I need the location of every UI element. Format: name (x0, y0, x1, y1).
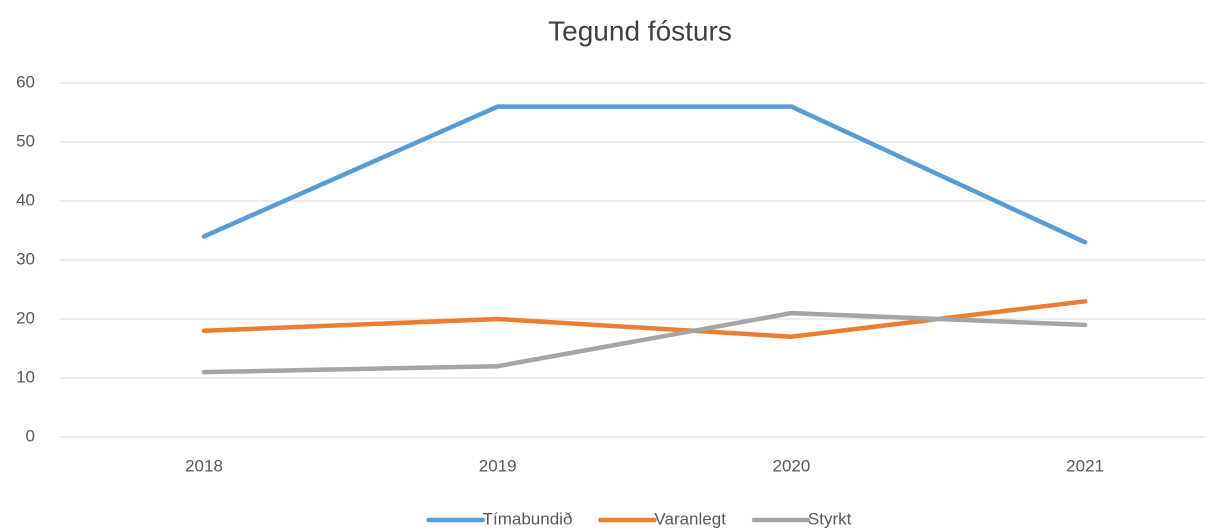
x-tick-label: 2021 (1066, 456, 1104, 475)
y-tick-label: 20 (16, 308, 35, 327)
y-tick-label: 60 (16, 72, 35, 91)
series-line (201, 104, 1088, 245)
y-tick-label: 50 (16, 131, 35, 150)
legend-label: Tímabundið (483, 509, 573, 528)
legend-label: Styrkt (808, 509, 852, 528)
chart-title: Tegund fósturs (548, 15, 732, 46)
series-line (201, 310, 1088, 375)
y-tick-label: 0 (26, 426, 35, 445)
legend-label: Varanlegt (654, 509, 726, 528)
y-tick-label: 30 (16, 249, 35, 268)
y-tick-label: 40 (16, 190, 35, 209)
x-tick-label: 2018 (185, 456, 223, 475)
x-tick-label: 2019 (479, 456, 517, 475)
x-tick-label: 2020 (772, 456, 810, 475)
y-tick-label: 10 (16, 367, 35, 386)
